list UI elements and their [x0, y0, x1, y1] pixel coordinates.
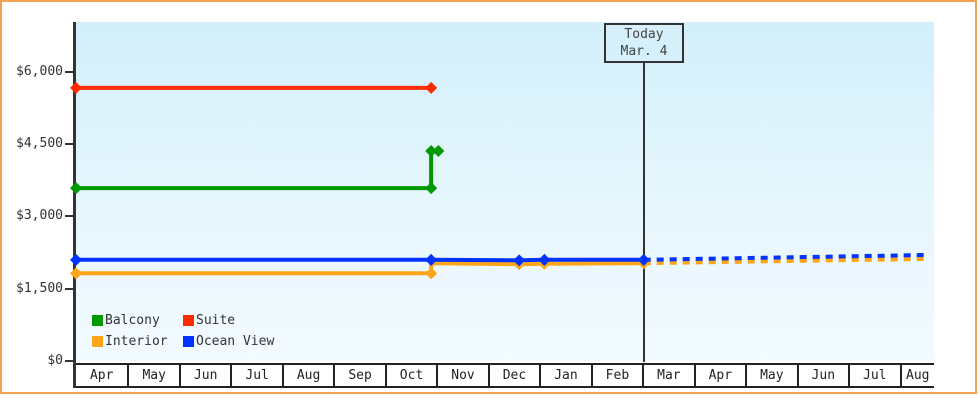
- y-axis-tick: [65, 360, 74, 362]
- data-point-marker-ocean-view: [425, 253, 438, 266]
- x-axis-month-label: Apr: [693, 365, 745, 386]
- series-line-ocean-view-forecast: [643, 253, 927, 262]
- legend-label: Suite: [196, 313, 236, 328]
- series-line-ocean-view: [76, 257, 644, 263]
- y-axis-label: $4,500: [16, 136, 63, 152]
- legend-label: Ocean View: [196, 334, 275, 349]
- x-axis-month-label: Jul: [848, 365, 899, 386]
- legend-item-balcony: Balcony: [92, 313, 183, 328]
- x-axis-month-label: Jan: [539, 365, 590, 386]
- today-label-line2: Mar. 4: [620, 44, 668, 59]
- y-axis-label: $0: [47, 353, 63, 368]
- series-line-interior-forecast: [643, 256, 927, 266]
- x-axis-month-band: Apr May Jun Jul Aug Sep Oct Nov Dec Jan Feb Mar Apr M…: [76, 363, 934, 388]
- legend-item-interior: Interior: [92, 334, 183, 349]
- data-point-marker-suite: [425, 81, 438, 94]
- legend-swatch-icon: [92, 315, 103, 326]
- x-axis-month-label: Nov: [436, 365, 487, 386]
- x-axis-month-label: Jul: [230, 365, 281, 386]
- data-point-marker-balcony: [425, 144, 438, 157]
- data-point-marker-balcony: [70, 182, 82, 195]
- data-point-marker-ocean-view: [70, 253, 82, 266]
- data-point-marker-balcony: [432, 144, 445, 157]
- x-axis-month-label: May: [745, 365, 796, 386]
- series-line-balcony: [76, 149, 439, 191]
- y-axis-line: [73, 22, 76, 388]
- y-axis-tick: [65, 143, 74, 146]
- x-axis-month-label: Dec: [487, 365, 539, 386]
- today-label-box: Today Mar. 4: [604, 23, 684, 63]
- legend-swatch-icon: [183, 315, 194, 326]
- chart-plot-area: [76, 22, 934, 361]
- y-axis-tick: [65, 287, 74, 290]
- x-axis-month-label: Sep: [333, 365, 384, 386]
- x-axis-month-label: Feb: [590, 365, 642, 386]
- x-axis-month-label: Oct: [384, 365, 436, 386]
- data-point-marker-ocean-view: [538, 253, 551, 266]
- y-axis-tick: [65, 215, 74, 218]
- x-axis-month-label: Jun: [178, 365, 230, 386]
- data-point-marker-interior: [425, 267, 438, 280]
- data-point-marker-balcony: [425, 182, 438, 195]
- y-axis-label: $1,500: [16, 280, 63, 296]
- data-point-marker-suite: [70, 81, 82, 94]
- y-axis-label: $3,000: [16, 208, 63, 224]
- data-point-marker-ocean-view: [513, 254, 526, 267]
- today-vertical-line: [643, 63, 645, 362]
- legend-swatch-icon: [92, 336, 103, 347]
- legend-label: Interior: [105, 334, 168, 349]
- x-axis-month-label: Aug: [281, 365, 333, 386]
- series-line-interior: [76, 261, 644, 276]
- x-axis-month-label: May: [127, 365, 178, 386]
- x-axis-month-label: Aug: [899, 365, 935, 386]
- data-point-marker-interior: [70, 267, 82, 280]
- y-axis-tick: [65, 70, 74, 73]
- x-axis-month-label: Apr: [89, 368, 114, 383]
- legend-item-suite: Suite: [183, 313, 274, 328]
- x-axis-month-label: Jun: [796, 365, 848, 386]
- price-lines-chart: [70, 81, 927, 280]
- chart-legend: Balcony Suite Interior Ocean View: [92, 313, 274, 349]
- y-axis-label: $6,000: [16, 63, 63, 79]
- legend-label: Balcony: [105, 313, 160, 328]
- legend-swatch-icon: [183, 336, 194, 347]
- x-axis-month-label: Mar: [642, 365, 693, 386]
- legend-item-ocean-view: Ocean View: [183, 334, 274, 349]
- today-label-line1: Today: [624, 27, 664, 42]
